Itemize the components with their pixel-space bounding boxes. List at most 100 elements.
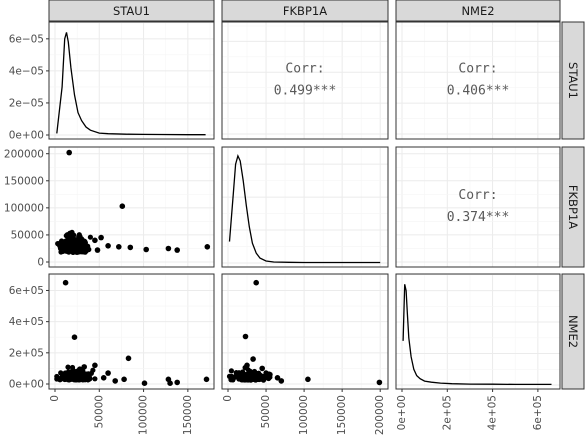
scatter-point xyxy=(244,362,250,369)
panel-grid xyxy=(222,22,388,139)
y-tick-label: 0 xyxy=(37,257,44,269)
scatter-point xyxy=(61,375,67,382)
scatter-point xyxy=(250,356,256,362)
scatter-point xyxy=(143,246,149,253)
scatter-point xyxy=(174,247,180,253)
scatter-point xyxy=(167,380,173,387)
scatter-point xyxy=(77,366,83,373)
x-tick-label: 2e+05 xyxy=(441,395,453,430)
scatter-point xyxy=(69,364,76,371)
panel-stau1-stau1 xyxy=(48,21,215,140)
scatter-point xyxy=(112,378,118,384)
scatter-point xyxy=(81,364,87,370)
column-strip-label: NME2 xyxy=(461,4,494,18)
y-axis-fkbp1a: 0 50000 100000 150000 200000 xyxy=(4,148,49,269)
panel-grid xyxy=(49,22,214,139)
column-strip-label: FKBP1A xyxy=(283,4,327,18)
x-tick-label: 50000 xyxy=(260,395,272,428)
row-strip-label: STAU1 xyxy=(566,62,580,99)
scatter-point xyxy=(90,367,96,373)
panel-grid xyxy=(49,274,214,389)
x-tick-label: 200000 xyxy=(374,395,386,435)
y-axis-stau1: 0e+00 2e−05 4e−05 6e−05 xyxy=(9,33,49,142)
scatter-point xyxy=(66,149,72,156)
scatter-point xyxy=(259,365,266,372)
panel-grid xyxy=(396,147,560,267)
scatter-point xyxy=(242,333,249,340)
scatter-point xyxy=(92,376,98,382)
scatter-point xyxy=(58,370,64,376)
corr-value: 0.374*** xyxy=(447,210,510,225)
scatter-point xyxy=(71,334,78,341)
corr-value: 0.499*** xyxy=(274,84,337,99)
column-strip-fkbp1a: FKBP1A xyxy=(221,0,389,22)
row-strip-label: NME2 xyxy=(566,315,580,348)
panel-grid xyxy=(396,274,560,389)
scatter-point xyxy=(55,241,61,247)
panel-border xyxy=(395,273,561,390)
panel-border xyxy=(48,146,215,268)
x-tick-label: 0 xyxy=(49,395,61,402)
scatter-point xyxy=(245,367,251,373)
panel-fkbp1a-fkbp1a xyxy=(221,146,389,268)
panel-border xyxy=(395,146,561,268)
column-strip-label: STAU1 xyxy=(113,4,150,18)
scatter-point xyxy=(92,362,98,369)
panel-border xyxy=(48,273,215,390)
scatter-point xyxy=(242,374,249,380)
row-strip-fkbp1a: FKBP1A xyxy=(561,146,585,268)
x-tick-label: 150000 xyxy=(336,395,348,435)
scatter-point xyxy=(174,379,180,386)
panel-nme2-fkbp1a xyxy=(221,273,389,390)
scatter-point xyxy=(62,279,69,286)
x-axis-nme2: 0e+00 2e+05 4e+05 6e+05 xyxy=(396,389,544,430)
scatter-point xyxy=(125,355,132,362)
x-tick-label: 6e+05 xyxy=(532,395,544,430)
scatter-point xyxy=(203,376,210,383)
scatter-point xyxy=(94,247,101,253)
panel-border xyxy=(48,21,215,140)
scatter-point xyxy=(121,376,127,383)
panel-border xyxy=(221,146,389,268)
x-tick-label: 100000 xyxy=(298,395,310,435)
scatter-point xyxy=(116,244,122,250)
scatter-point xyxy=(65,248,71,254)
scatter-point xyxy=(76,238,82,244)
scatter-point xyxy=(87,234,93,240)
panel-border xyxy=(221,21,389,140)
panel-grid xyxy=(396,22,560,139)
scatter-point xyxy=(76,232,82,238)
panel-fkbp1a-nme2: Corr: 0.374*** xyxy=(395,146,561,268)
scatter-point xyxy=(249,374,255,380)
corr-label: Corr: xyxy=(458,62,497,77)
scatter-point xyxy=(119,203,126,209)
scatter-points xyxy=(54,279,210,387)
scatter-point xyxy=(79,372,85,378)
panel-fkbp1a-stau1 xyxy=(48,146,215,268)
y-tick-label: 150000 xyxy=(4,175,44,187)
y-tick-label: 6e−05 xyxy=(9,33,44,45)
density-curve-nme2 xyxy=(402,284,552,386)
scatter-point xyxy=(71,232,77,238)
scatter-point xyxy=(100,375,107,381)
scatter-point xyxy=(237,372,243,378)
scatter-point xyxy=(267,371,273,378)
scatter-point xyxy=(105,243,111,249)
corr-label: Corr: xyxy=(285,62,324,77)
row-strip-label: FKBP1A xyxy=(566,185,580,229)
x-axis-fkbp1a: 0 50000 100000 150000 200000 xyxy=(222,389,386,435)
y-tick-label: 4e+05 xyxy=(9,316,44,328)
scatter-point xyxy=(274,375,281,381)
scatter-point xyxy=(54,373,60,380)
row-strip-stau1: STAU1 xyxy=(561,21,585,140)
y-tick-label: 200000 xyxy=(4,148,44,160)
scatter-point xyxy=(141,380,148,387)
corr-value: 0.406*** xyxy=(447,84,510,99)
panel-border xyxy=(395,21,561,140)
y-tick-label: 0e+00 xyxy=(9,130,44,142)
scatter-point xyxy=(305,376,311,383)
row-strip-nme2: NME2 xyxy=(561,273,585,390)
scatter-point xyxy=(98,234,104,241)
y-tick-label: 50000 xyxy=(11,230,44,242)
y-tick-label: 0e+00 xyxy=(9,379,44,391)
